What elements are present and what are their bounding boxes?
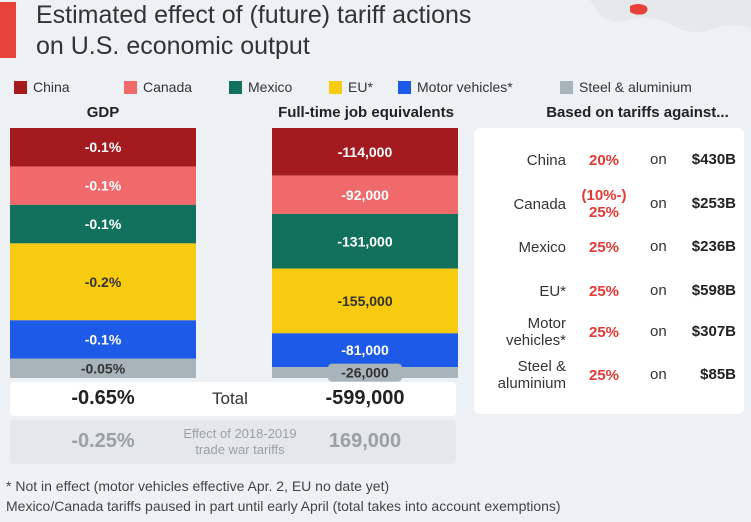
- gdp-value-label: -0.05%: [81, 360, 126, 376]
- chart-title: Estimated effect of (future) tariff acti…: [36, 0, 556, 62]
- jobs-value-label: -155,000: [337, 293, 392, 309]
- map-decoration-icon: [590, 0, 751, 32]
- jobs-segment-motor-vehicles: [272, 333, 458, 368]
- tariff-row: Steel & aluminium 25% on $85B: [474, 355, 744, 395]
- legend-label: EU*: [348, 79, 373, 95]
- jobs-segment-canada: [272, 175, 458, 214]
- tariff-row: EU* 25% on $598B: [474, 271, 744, 311]
- legend-label: Canada: [143, 79, 193, 95]
- tariff-panel: China 20% on $430B Canada (10%-) 25% on $253B Mex…: [474, 128, 744, 414]
- tariff-rate: 25%: [588, 366, 620, 384]
- tariff-amount: $253B: [691, 195, 736, 212]
- total-gdp-value: -0.65%: [71, 387, 135, 409]
- trade-war-label-line-1: Effect of 2018-2019: [183, 426, 297, 441]
- gdp-label-pill: [70, 359, 136, 378]
- tariff-row: Mexico 25% on $236B: [474, 227, 744, 267]
- tariff-amount: $598B: [691, 282, 736, 299]
- jobs-value-label: -131,000: [337, 233, 392, 249]
- gdp-value-label: -0.1%: [85, 178, 122, 194]
- tariff-target-name: EU*: [539, 282, 566, 300]
- gdp-value-label: -0.1%: [85, 332, 122, 348]
- legend-item-eu: EU*: [329, 76, 373, 98]
- tariff-row: China 20% on $430B: [474, 140, 744, 180]
- total-row: -0.65% Total -599,000: [10, 382, 456, 416]
- legend-item-china: China: [14, 76, 70, 98]
- footnote-1: * Not in effect (motor vehicles effectiv…: [6, 478, 390, 494]
- legend-swatch: [124, 80, 137, 94]
- legend-item-mexico: Mexico: [229, 76, 292, 98]
- legend: China Canada Mexico EU* Motor vehicles* Steel…: [14, 76, 751, 98]
- tariff-amount: $307B: [691, 323, 736, 340]
- tariff-row: Canada (10%-) 25% on $253B: [474, 184, 744, 224]
- gdp-segment-canada: [10, 166, 196, 205]
- legend-swatch: [329, 80, 342, 94]
- title-line-2: on U.S. economic output: [36, 32, 310, 60]
- tariff-rate: 25%: [588, 323, 620, 341]
- gdp-segment-china: [10, 128, 196, 167]
- gdp-segment-eu: [10, 243, 196, 321]
- gdp-value-label: -0.1%: [85, 216, 122, 232]
- legend-label: China: [33, 79, 70, 95]
- gdp-segment-mexico: [10, 204, 196, 244]
- on-label: on: [650, 366, 667, 383]
- gdp-value-label: -0.2%: [85, 274, 122, 290]
- tariff-amount: $430B: [691, 151, 736, 168]
- trade-war-label-line-2: trade war tariffs: [195, 442, 285, 457]
- jobs-label-pill: [328, 363, 402, 382]
- legend-label: Mexico: [248, 79, 293, 95]
- legend-item-motor-vehicles: Motor vehicles*: [398, 76, 513, 98]
- jobs-value-label: -26,000: [341, 365, 389, 381]
- panel-header: Based on tariffs against...: [546, 104, 729, 121]
- gdp-segment-motor-vehicles: [10, 320, 196, 359]
- tariff-amount: $85B: [700, 366, 736, 383]
- trade-war-row: -0.25% Effect of 2018-2019 trade war tar…: [10, 420, 456, 464]
- tariff-row: Motor vehicles* 25% on $307B: [474, 312, 744, 352]
- tariff-rate: 25%: [588, 282, 620, 300]
- legend-label: Steel & aluminium: [579, 79, 692, 95]
- jobs-value-label: -81,000: [341, 342, 389, 358]
- tariff-target-name: China: [526, 151, 566, 169]
- title-line-1: Estimated effect of (future) tariff acti…: [36, 1, 472, 29]
- tariff-rate: 25%: [588, 238, 620, 256]
- tariff-target-name: Motor vehicles*: [505, 315, 566, 349]
- tariff-target-name: Steel & aluminium: [497, 358, 566, 392]
- jobs-value-label: -92,000: [341, 187, 389, 203]
- title-accent-bar: [0, 2, 16, 58]
- legend-item-canada: Canada: [124, 76, 192, 98]
- on-label: on: [650, 195, 667, 212]
- legend-swatch: [398, 80, 411, 94]
- jobs-value-label: -114,000: [338, 144, 393, 160]
- footnote-2: Mexico/Canada tariffs paused in part unt…: [6, 498, 561, 514]
- legend-swatch: [14, 80, 27, 94]
- legend-label: Motor vehicles*: [417, 79, 513, 95]
- trade-war-gdp-value: -0.25%: [71, 430, 135, 452]
- on-label: on: [650, 323, 667, 340]
- jobs-segment-china: [272, 128, 458, 176]
- gdp-value-label: -0.1%: [85, 139, 122, 155]
- jobs-segment-eu: [272, 268, 458, 334]
- tariff-rate: (10%-) 25%: [581, 187, 627, 221]
- tariff-amount: $236B: [691, 238, 736, 255]
- tariff-rate: 20%: [588, 151, 620, 169]
- on-label: on: [650, 238, 667, 255]
- jobs-segment-mexico: [272, 213, 458, 269]
- legend-item-steel-aluminium: Steel & aluminium: [560, 76, 692, 98]
- gdp-header: GDP: [86, 104, 120, 121]
- tariff-target-name: Mexico: [518, 238, 566, 256]
- total-jobs-value: -599,000: [325, 387, 405, 409]
- legend-swatch: [560, 80, 573, 94]
- jobs-header: Full-time job equivalents: [278, 104, 454, 121]
- trade-war-label: Effect of 2018-2019 trade war tariffs: [155, 426, 325, 458]
- on-label: on: [650, 282, 667, 299]
- on-label: on: [650, 151, 667, 168]
- tariff-target-name: Canada: [513, 195, 566, 213]
- total-label: Total: [212, 389, 248, 408]
- trade-war-jobs-value: 169,000: [328, 430, 402, 452]
- legend-swatch: [229, 80, 242, 94]
